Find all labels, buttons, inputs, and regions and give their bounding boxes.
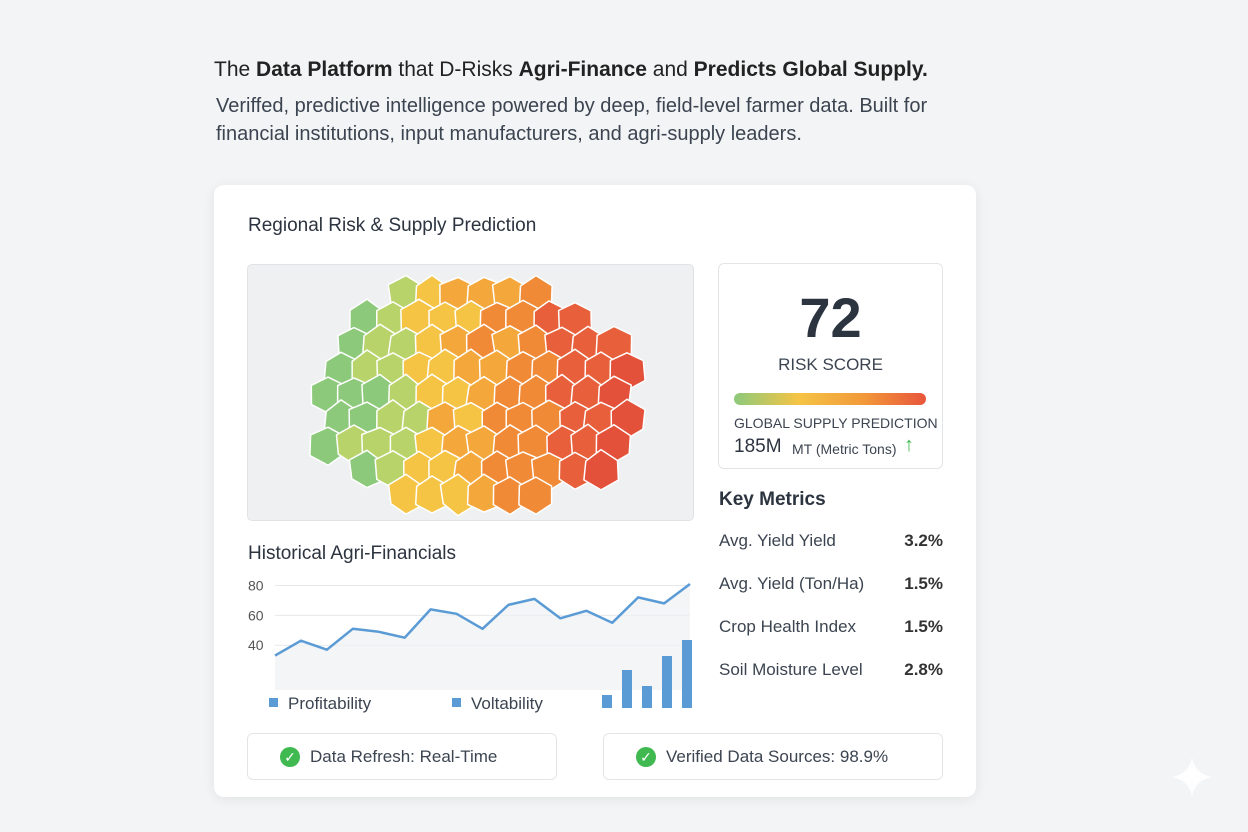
y-tick-label: 60 — [248, 607, 264, 623]
metric-value: 2.8% — [904, 660, 943, 679]
supply-label: GLOBAL SUPPLY PREDICTION — [734, 415, 938, 431]
bar — [642, 686, 652, 708]
bar — [622, 670, 632, 708]
metric-value: 1.5% — [904, 574, 943, 593]
y-tick-label: 40 — [248, 637, 264, 653]
bar — [602, 695, 612, 708]
badge: ✓ Data Refresh: Real-Time — [247, 733, 557, 780]
check-icon: ✓ — [280, 746, 300, 767]
badge-text: Verified Data Sources: 98.9% — [666, 746, 889, 766]
bar — [662, 656, 672, 708]
metrics-title: Key Metrics — [719, 489, 826, 510]
metric-value: 3.2% — [904, 531, 943, 550]
metric-label: Avg. Yield Yield — [719, 531, 836, 550]
headline-part: Predicts Global Supply. — [693, 58, 928, 81]
supply-unit: MT (Metric Tons) — [792, 441, 897, 457]
legend-label: Profitability — [288, 694, 372, 713]
headline-part: and — [646, 58, 694, 81]
headline-part: Agri-Finance — [518, 58, 647, 81]
badge: ✓ Verified Data Sources: 98.9% — [603, 733, 943, 780]
headline-part: that D-Risks — [392, 58, 519, 81]
risk-label: RISK SCORE — [778, 355, 883, 374]
history-chart: 40 60 80 Profitability Voltability — [248, 577, 692, 713]
sparkle — [1172, 757, 1212, 797]
history-line — [274, 582, 691, 657]
risk-map — [247, 264, 694, 521]
risk-score: 72 — [799, 286, 862, 349]
legend-swatch — [269, 698, 278, 707]
history-title: Historical Agri-Financials — [248, 543, 457, 564]
headline-part: The — [214, 58, 257, 81]
map-region — [583, 448, 620, 491]
risk-gradient — [734, 393, 926, 405]
metric-label: Soil Moisture Level — [719, 660, 863, 679]
metric-value: 1.5% — [904, 617, 943, 636]
check-icon: ✓ — [636, 746, 656, 767]
y-tick-label: 80 — [248, 577, 264, 593]
map-region — [518, 476, 553, 515]
badge-text: Data Refresh: Real-Time — [310, 746, 498, 766]
panel-title: Regional Risk & Supply Prediction — [248, 215, 537, 236]
subtitle: financial institutions, input manufactur… — [216, 123, 802, 145]
metric-label: Avg. Yield (Ton/Ha) — [719, 574, 865, 593]
legend-label: Voltability — [471, 694, 543, 713]
subtitle: Veriffed, predictive intelligence powere… — [216, 95, 928, 117]
bar — [682, 640, 692, 708]
headline-part: Data Platform — [256, 58, 393, 81]
headline: The Data Platform that D-Risks Agri-Fina… — [214, 58, 928, 82]
legend-swatch — [452, 698, 461, 707]
line-area — [275, 584, 690, 690]
up-arrow: ↑ — [904, 434, 914, 456]
risk-card — [718, 263, 943, 469]
supply-value: 185M — [734, 436, 782, 457]
metric-label: Crop Health Index — [719, 617, 857, 636]
